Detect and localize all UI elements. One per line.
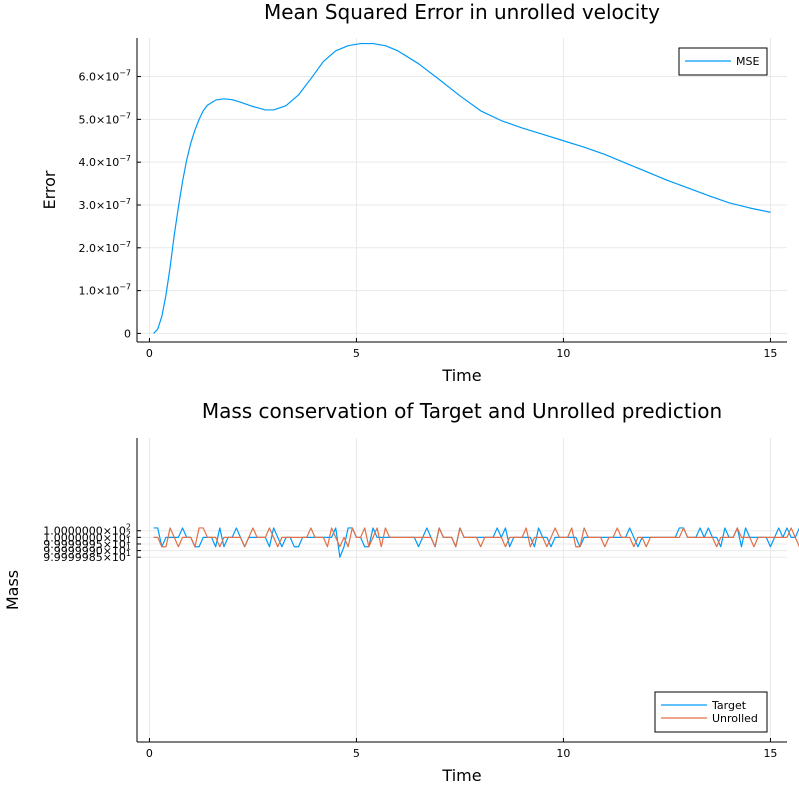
y-axis-label: Error: [40, 170, 59, 209]
x-tick-label: 5: [353, 347, 360, 360]
y-tick-label: 9.9999985×101: [43, 549, 131, 564]
y-tick-label: 1.0000000×102: [43, 523, 131, 538]
y-tick-label: 2.0×10−7: [78, 240, 131, 255]
y-tick-label: 1.0×10−7: [78, 283, 131, 298]
series-line-unrolled: [153, 527, 799, 548]
legend-box: [654, 691, 768, 733]
x-tick-label: 15: [763, 747, 777, 760]
legend-label: MSE: [736, 55, 759, 68]
mass-chart-panel: 0 5 10 15 9.9999985×1019.9999990×1019.999999…: [3, 399, 799, 785]
legend-label: Target: [711, 699, 747, 712]
y-tick-label: 3.0×10−7: [78, 197, 131, 212]
y-tick-label: 9.9999990×101: [43, 543, 131, 558]
x-tick-label: 15: [763, 347, 777, 360]
legend-label: Unrolled: [712, 712, 758, 725]
y-tick-label: 9.9999995×101: [43, 536, 131, 551]
series-line-mse: [153, 42, 771, 334]
chart-title: Mass conservation of Target and Unrolled…: [202, 399, 722, 423]
y-tick-label: 0: [124, 327, 131, 340]
legend: MSE: [678, 47, 768, 76]
chart-title: Mean Squared Error in unrolled velocity: [264, 0, 660, 24]
y-tick-label: 4.0×10−7: [78, 154, 131, 169]
x-axis-label: Time: [441, 366, 481, 385]
x-tick-label: 5: [353, 747, 360, 760]
y-tick-label: 1.0000000×102: [43, 529, 131, 544]
x-tick-label: 10: [556, 347, 570, 360]
x-tick-label: 0: [146, 347, 153, 360]
x-axis-label: Time: [441, 766, 481, 785]
x-tick-label: 0: [146, 747, 153, 760]
y-axis-label: Mass: [3, 570, 22, 610]
y-tick-label: 5.0×10−7: [78, 111, 131, 126]
x-tick-label: 10: [556, 747, 570, 760]
y-tick-label: 6.0×10−7: [78, 69, 131, 84]
mse-chart-panel: 0 5 10 15 0 1.0×10−7 2.0×10−7 3.0×10−7 4.0×10−7 5…: [40, 0, 787, 385]
